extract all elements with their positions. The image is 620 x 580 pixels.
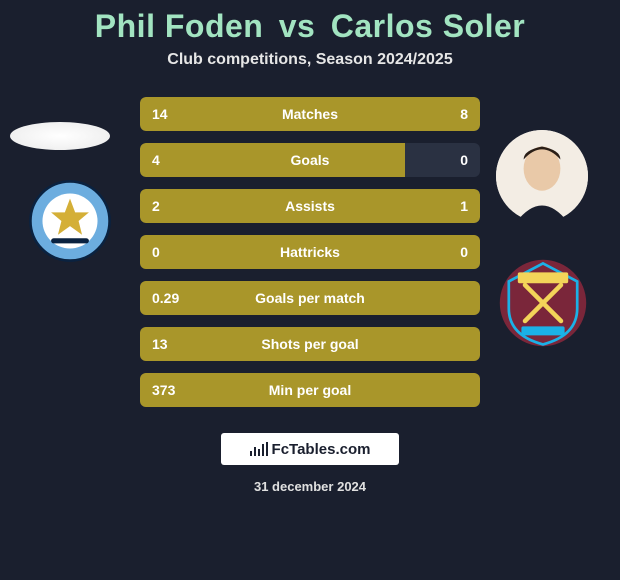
footer-brand-icon — [250, 442, 268, 456]
stat-row: 0 Hattricks 0 — [140, 235, 480, 269]
stat-label: Hattricks — [280, 244, 340, 260]
stat-label: Shots per goal — [261, 336, 358, 352]
stat-value-left: 373 — [140, 382, 187, 398]
stat-label: Matches — [282, 106, 338, 122]
player2-club-badge — [498, 258, 588, 348]
stat-bar-left — [140, 143, 405, 177]
player1-avatar — [10, 122, 110, 150]
stat-value-right: 0 — [448, 152, 480, 168]
player2-avatar — [496, 130, 588, 222]
stat-bar-left — [140, 97, 405, 131]
vs-label: vs — [279, 8, 316, 44]
stat-row: 373 Min per goal — [140, 373, 480, 407]
stat-row: 2 Assists 1 — [140, 189, 480, 223]
stat-value-left: 4 — [140, 152, 172, 168]
stat-value-left: 13 — [140, 336, 180, 352]
stat-row: 0.29 Goals per match — [140, 281, 480, 315]
stat-value-left: 14 — [140, 106, 180, 122]
stat-value-left: 0.29 — [140, 290, 191, 306]
page-title: Phil Foden vs Carlos Soler — [0, 8, 620, 45]
footer-brand-badge: FcTables.com — [221, 433, 399, 465]
stat-value-right: 8 — [448, 106, 480, 122]
player2-name: Carlos Soler — [331, 8, 526, 44]
stat-label: Goals — [291, 152, 330, 168]
stats-table: 14 Matches 8 4 Goals 0 2 Assists 1 0 Hattricks 0 0.2… — [140, 97, 480, 407]
subtitle: Club competitions, Season 2024/2025 — [0, 51, 620, 69]
stat-label: Assists — [285, 198, 335, 214]
stat-value-right: 1 — [448, 198, 480, 214]
stat-row: 14 Matches 8 — [140, 97, 480, 131]
stat-label: Goals per match — [255, 290, 365, 306]
player1-name: Phil Foden — [95, 8, 264, 44]
stat-row: 4 Goals 0 — [140, 143, 480, 177]
date-label: 31 december 2024 — [0, 479, 620, 494]
stat-row: 13 Shots per goal — [140, 327, 480, 361]
stat-bar-left — [140, 189, 371, 223]
footer-brand-text: FcTables.com — [272, 441, 371, 458]
stat-value-left: 0 — [140, 244, 172, 260]
stat-label: Min per goal — [269, 382, 351, 398]
player1-club-badge — [20, 178, 120, 264]
stat-value-left: 2 — [140, 198, 172, 214]
stat-value-right: 0 — [448, 244, 480, 260]
